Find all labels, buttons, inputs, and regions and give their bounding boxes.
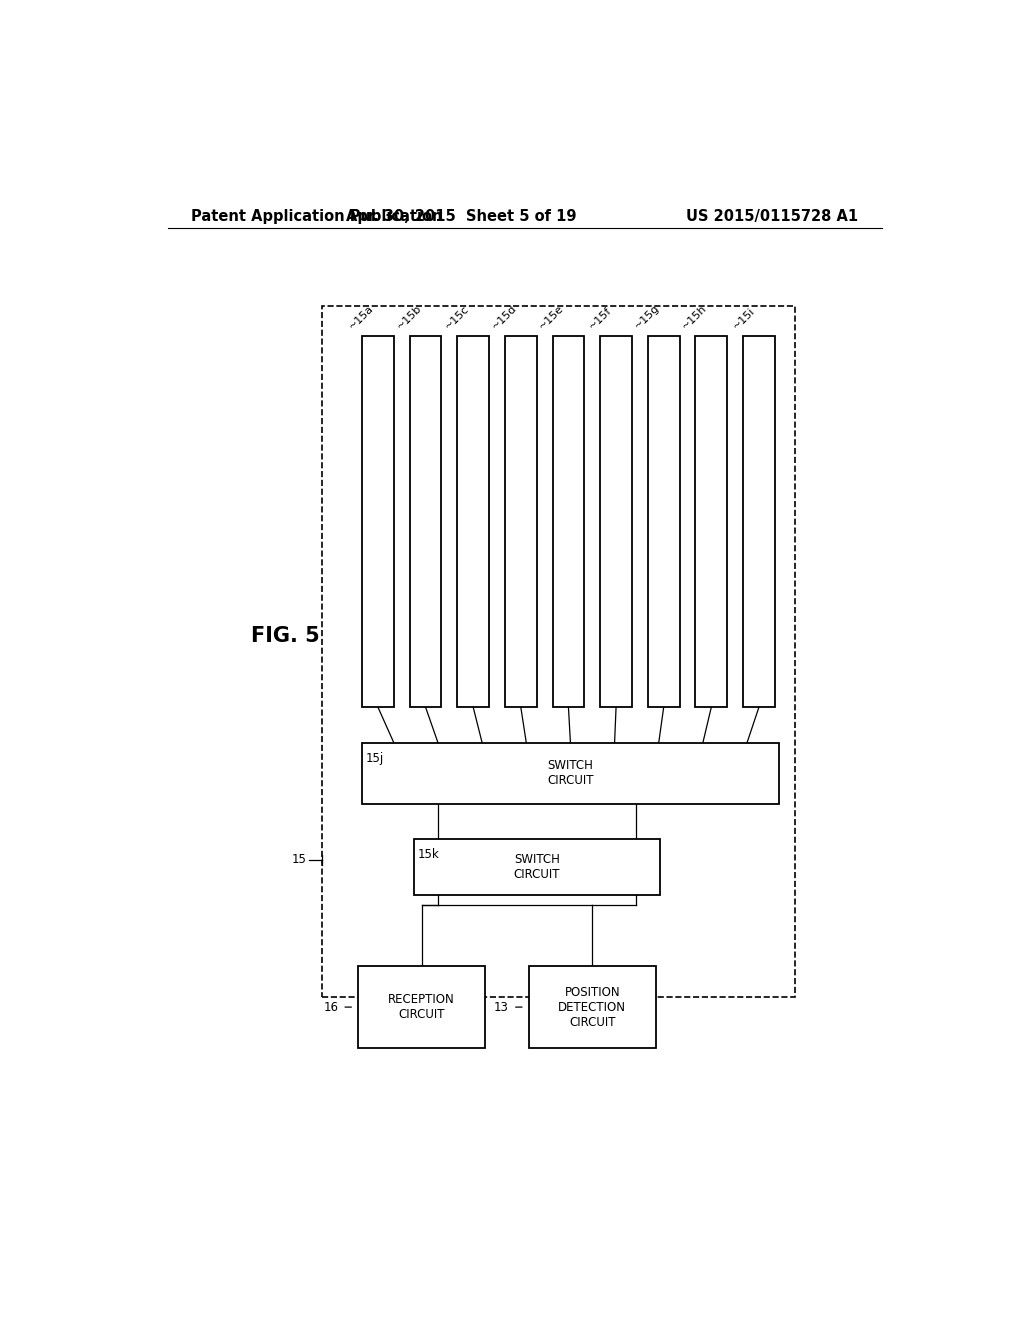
Bar [600, 337, 632, 708]
Text: Apr. 30, 2015  Sheet 5 of 19: Apr. 30, 2015 Sheet 5 of 19 [346, 209, 577, 224]
Bar [695, 337, 727, 708]
Text: ~15c: ~15c [443, 304, 471, 331]
Bar [743, 337, 775, 708]
Text: RECEPTION
CIRCUIT: RECEPTION CIRCUIT [388, 993, 455, 1022]
Text: 16: 16 [324, 1001, 338, 1014]
Text: ~15i: ~15i [731, 305, 757, 331]
Bar [323, 306, 795, 997]
Bar [410, 337, 441, 708]
Bar [358, 966, 485, 1048]
Text: SWITCH
CIRCUIT: SWITCH CIRCUIT [547, 759, 594, 787]
Bar [458, 337, 489, 708]
Bar [648, 337, 680, 708]
Text: 15j: 15j [367, 752, 384, 766]
Bar [553, 337, 585, 708]
Text: ~15e: ~15e [538, 302, 566, 331]
Bar [362, 337, 394, 708]
Text: Patent Application Publication: Patent Application Publication [191, 209, 443, 224]
Text: 15: 15 [292, 853, 306, 866]
Bar [362, 743, 778, 804]
Text: 13: 13 [494, 1001, 509, 1014]
Bar [414, 840, 659, 895]
Text: US 2015/0115728 A1: US 2015/0115728 A1 [686, 209, 858, 224]
Text: ~15b: ~15b [395, 302, 423, 331]
Text: ~15f: ~15f [588, 305, 613, 331]
Text: ~15g: ~15g [633, 302, 662, 331]
Text: ~15a: ~15a [347, 302, 376, 331]
Text: 15k: 15k [418, 847, 439, 861]
Text: ~15d: ~15d [489, 302, 518, 331]
Text: FIG. 5: FIG. 5 [251, 626, 319, 645]
Text: ~15h: ~15h [680, 302, 709, 331]
Text: POSITION
DETECTION
CIRCUIT: POSITION DETECTION CIRCUIT [558, 986, 627, 1028]
Bar [528, 966, 655, 1048]
Text: SWITCH
CIRCUIT: SWITCH CIRCUIT [513, 853, 560, 882]
Bar [505, 337, 537, 708]
